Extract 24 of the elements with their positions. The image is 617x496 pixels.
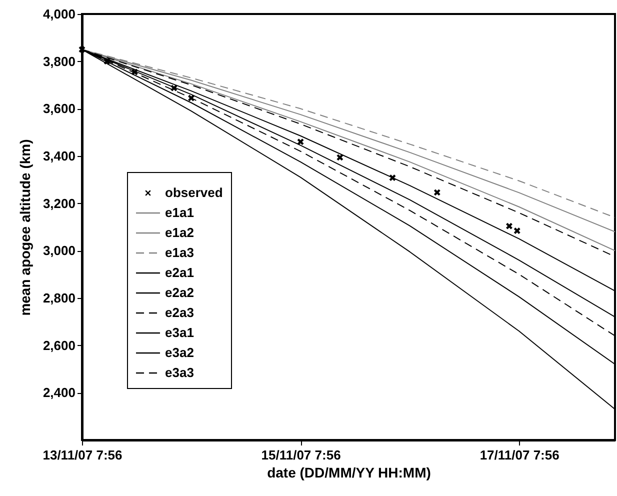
y-tick-label: 3,000 xyxy=(42,243,76,258)
x-tick-label: 13/11/07 7:56 xyxy=(42,448,122,462)
legend-label: e1a1 xyxy=(165,205,194,220)
legend-label: observed xyxy=(165,185,223,200)
legend-label: e1a3 xyxy=(165,245,194,260)
y-tick-label: 2,600 xyxy=(42,338,76,353)
y-tick-label: 4,000 xyxy=(42,6,76,22)
y-tick-label: 3,800 xyxy=(42,54,76,69)
y-axis-title: mean apogee altitude (km) xyxy=(16,139,33,316)
x-tick-label: 17/11/07 7:56 xyxy=(480,448,560,462)
x-tick-label: 15/11/07 7:56 xyxy=(261,448,341,462)
y-tick-label: 3,400 xyxy=(42,148,76,164)
legend-label: e3a1 xyxy=(165,325,194,340)
y-tick-label: 3,200 xyxy=(42,196,76,211)
legend-label: e2a3 xyxy=(165,305,194,320)
legend-label: e2a2 xyxy=(165,285,194,300)
legend-label: e3a3 xyxy=(165,365,194,380)
y-tick-label: 2,400 xyxy=(42,385,76,400)
legend-label: e3a2 xyxy=(165,345,194,360)
y-tick-label: 3,600 xyxy=(42,101,76,116)
legend-label: e2a1 xyxy=(165,265,194,280)
legend-label: e1a2 xyxy=(165,225,194,240)
y-tick-label: 2,800 xyxy=(42,290,76,306)
x-axis-title: date (DD/MM/YY HH:MM) xyxy=(267,464,431,480)
